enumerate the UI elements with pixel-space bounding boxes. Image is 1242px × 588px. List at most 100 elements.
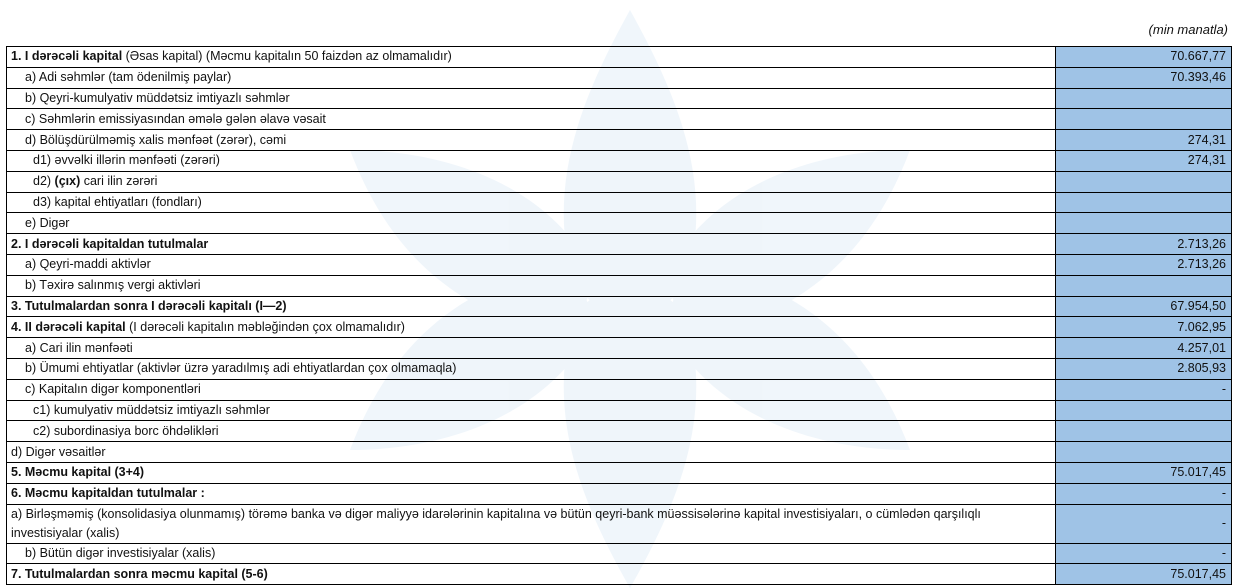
row-label: 6. Məcmu kapitaldan tutulmalar : [6, 482, 1056, 505]
row-label: d1) əvvəlki illərin mənfəəti (zərəri) [6, 149, 1056, 172]
row-label-text: e) Digər [25, 215, 70, 230]
row-label-text: d) Digər vəsaitlər [11, 444, 106, 459]
table-row: d2) (çıx) cari ilin zərəri [6, 170, 1232, 193]
row-value [1055, 441, 1232, 463]
row-label-text: c) Səhmlərin emissiyasından əmələ gələn … [25, 111, 326, 126]
row-label-bold: 6. Məcmu kapitaldan tutulmalar : [11, 486, 205, 501]
row-value: - [1055, 542, 1232, 565]
row-value: - [1055, 503, 1232, 544]
row-value [1055, 191, 1232, 214]
row-label-bold: 1. I dərəcəli kapital [11, 49, 123, 64]
table-row: c) Səhmlərin emissiyasından əmələ gələn … [6, 108, 1232, 131]
row-label-text: d) Bölüşdürülməmiş xalis mənfəət (zərər)… [25, 132, 287, 147]
unit-label: (min manatla) [1148, 22, 1228, 37]
table-row: d1) əvvəlki illərin mənfəəti (zərəri) 274… [6, 149, 1232, 172]
table-row: 7. Tutulmalardan sonra məcmu kapital (5-… [6, 563, 1232, 586]
row-label-bold: 3. Tutulmalardan sonra I dərəcəli kapita… [11, 298, 287, 313]
row-label: c1) kumulyativ müddətsiz imtiyazlı səhml… [6, 399, 1056, 422]
row-label: c2) subordinasiya borc öhdəlikləri [6, 420, 1056, 443]
row-value [1055, 87, 1232, 110]
row-value: 2.713,26 [1055, 233, 1232, 255]
table-row: c1) kumulyativ müddətsiz imtiyazlı səhml… [6, 399, 1232, 422]
row-label-text: (I dərəcəli kapitalın məbləğindən çox ol… [125, 319, 405, 334]
row-label: 5. Məcmu kapital (3+4) [6, 461, 1056, 484]
table-row: 3. Tutulmalardan sonra I dərəcəli kapita… [6, 295, 1232, 318]
row-value: 70.667,77 [1055, 46, 1232, 68]
table-row: c2) subordinasiya borc öhdəlikləri [6, 420, 1232, 443]
row-label: 3. Tutulmalardan sonra I dərəcəli kapita… [6, 295, 1056, 318]
table-row: a) Birləşməmiş (konsolidasiya olunmamış)… [6, 503, 1232, 544]
table-row: d) Bölüşdürülməmiş xalis mənfəət (zərər)… [6, 129, 1232, 151]
row-value: 274,31 [1055, 149, 1232, 172]
row-label: b) Bütün digər investisiyalar (xalis) [6, 542, 1056, 565]
row-value [1055, 399, 1232, 422]
table-row: d3) kapital ehtiyatları (fondları) [6, 191, 1232, 214]
row-value: 2.713,26 [1055, 253, 1232, 276]
row-label: c) Kapitalın digər komponentləri [6, 378, 1056, 401]
row-label-bold: (çıx) [54, 174, 81, 189]
row-value: 2.805,93 [1055, 357, 1232, 380]
row-label: d3) kapital ehtiyatları (fondları) [6, 191, 1056, 214]
row-value: 67.954,50 [1055, 295, 1232, 318]
row-label: 1. I dərəcəli kapital (Əsas kapital) (Mə… [6, 46, 1056, 68]
table-row: 2. I dərəcəli kapitaldan tutulmalar 2.713… [6, 233, 1232, 255]
row-value: - [1055, 378, 1232, 401]
row-label-text: c) Kapitalın digər komponentləri [25, 382, 201, 397]
row-value [1055, 108, 1232, 131]
row-label-text: c2) subordinasiya borc öhdəlikləri [33, 423, 219, 438]
row-label-text: b) Təxirə salınmış vergi aktivləri [25, 278, 201, 293]
row-label: 7. Tutulmalardan sonra məcmu kapital (5-… [6, 563, 1056, 586]
row-label: a) Cari ilin mənfəəti [6, 337, 1056, 359]
row-value [1055, 170, 1232, 193]
row-label-text: cari ilin zərəri [80, 174, 158, 189]
row-label-text: a) Adi səhmlər (tam ödenilmiş paylar) [25, 70, 232, 85]
table-row: c) Kapitalın digər komponentləri - [6, 378, 1232, 401]
row-label-text: b) Ümumi ehtiyatlar (aktivlər üzrə yarad… [25, 361, 457, 376]
row-label-bold: 7. Tutulmalardan sonra məcmu kapital (5-… [11, 566, 268, 581]
table-row: b) Qeyri-kumulyativ müddətsiz imtiyazlı … [6, 87, 1232, 110]
row-label-text: b) Bütün digər investisiyalar (xalis) [25, 545, 216, 560]
table-row: e) Digər [6, 212, 1232, 235]
row-label: 2. I dərəcəli kapitaldan tutulmalar [6, 233, 1056, 255]
row-label: a) Birləşməmiş (konsolidasiya olunmamış)… [6, 503, 1056, 544]
capital-table: 1. I dərəcəli kapital (Əsas kapital) (Mə… [6, 46, 1232, 586]
row-value [1055, 212, 1232, 235]
row-label-text: a) Birləşməmiş (konsolidasiya olunmamış)… [11, 506, 981, 540]
row-label-bold: 4. II dərəcəli kapital [11, 319, 126, 334]
table-row: 5. Məcmu kapital (3+4) 75.017,45 [6, 461, 1232, 484]
row-label: e) Digər [6, 212, 1056, 235]
table-row: d) Digər vəsaitlər [6, 441, 1232, 463]
row-label: b) Ümumi ehtiyatlar (aktivlər üzrə yarad… [6, 357, 1056, 380]
row-value: 4.257,01 [1055, 337, 1232, 359]
row-value: 7.062,95 [1055, 316, 1232, 339]
row-label-bold: 2. I dərəcəli kapitaldan tutulmalar [11, 236, 209, 251]
row-value: 75.017,45 [1055, 563, 1232, 586]
table-row: a) Adi səhmlər (tam ödenilmiş paylar) 70.… [6, 66, 1232, 89]
row-label: a) Adi səhmlər (tam ödenilmiş paylar) [6, 66, 1056, 89]
table-row: 6. Məcmu kapitaldan tutulmalar : - [6, 482, 1232, 505]
row-label-text: a) Qeyri-maddi aktivlər [25, 257, 151, 272]
row-label: d) Bölüşdürülməmiş xalis mənfəət (zərər)… [6, 129, 1056, 151]
table-row: a) Cari ilin mənfəəti 4.257,01 [6, 337, 1232, 359]
table-row: b) Ümumi ehtiyatlar (aktivlər üzrə yarad… [6, 357, 1232, 380]
row-label-text: a) Cari ilin mənfəəti [25, 340, 133, 355]
row-label-text: d3) kapital ehtiyatları (fondları) [33, 194, 202, 209]
row-value: 274,31 [1055, 129, 1232, 151]
table-row: a) Qeyri-maddi aktivlər 2.713,26 [6, 253, 1232, 276]
row-label-bold: 5. Məcmu kapital (3+4) [11, 465, 145, 480]
row-value [1055, 274, 1232, 297]
row-label-text: d1) əvvəlki illərin mənfəəti (zərəri) [33, 153, 220, 168]
table-row: b) Təxirə salınmış vergi aktivləri [6, 274, 1232, 297]
row-label-text: (Əsas kapital) (Məcmu kapitalın 50 faizd… [122, 49, 452, 64]
table-row: 1. I dərəcəli kapital (Əsas kapital) (Mə… [6, 46, 1232, 68]
row-label: d2) (çıx) cari ilin zərəri [6, 170, 1056, 193]
row-label: b) Qeyri-kumulyativ müddətsiz imtiyazlı … [6, 87, 1056, 110]
table-row: b) Bütün digər investisiyalar (xalis) - [6, 542, 1232, 565]
row-prefix: d2) [33, 174, 55, 189]
row-label-text: c1) kumulyativ müddətsiz imtiyazlı səhml… [33, 402, 270, 417]
row-value: 75.017,45 [1055, 461, 1232, 484]
row-value [1055, 420, 1232, 443]
row-label: 4. II dərəcəli kapital (I dərəcəli kapit… [6, 316, 1056, 339]
row-label-text: b) Qeyri-kumulyativ müddətsiz imtiyazlı … [25, 90, 290, 105]
row-label: c) Səhmlərin emissiyasından əmələ gələn … [6, 108, 1056, 131]
